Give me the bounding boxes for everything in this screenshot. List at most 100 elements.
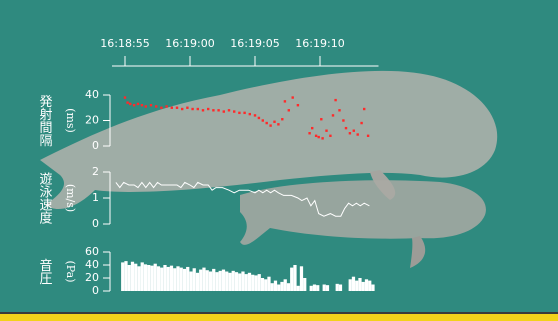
bar [199, 269, 203, 291]
bar [179, 267, 183, 291]
bar [296, 285, 300, 291]
bar [225, 271, 229, 291]
point [363, 107, 366, 111]
point [186, 106, 189, 109]
y-tick-label: 60 [85, 245, 99, 258]
point [320, 118, 323, 121]
point [366, 134, 370, 137]
bar [273, 280, 278, 291]
bar [309, 285, 313, 291]
bar [325, 285, 330, 291]
x-tick-label: 16:19:05 [230, 37, 279, 50]
point [160, 106, 163, 109]
bar [218, 270, 222, 291]
point [217, 109, 220, 112]
bar [358, 278, 362, 291]
point [348, 132, 352, 135]
bar [335, 283, 339, 291]
bar [351, 276, 356, 291]
bar [260, 278, 265, 291]
point [201, 109, 205, 112]
bar [182, 268, 187, 291]
bar [368, 280, 372, 291]
bar [173, 268, 177, 291]
point [175, 106, 179, 109]
point [338, 109, 341, 112]
bar [290, 267, 294, 291]
bar [195, 272, 200, 291]
point [123, 96, 127, 99]
bar [299, 266, 304, 291]
bar [150, 265, 154, 291]
bar [205, 270, 209, 291]
x-tick-label: 16:18:55 [100, 37, 149, 50]
point [344, 126, 348, 130]
point [325, 129, 328, 132]
point [238, 111, 241, 115]
point [155, 105, 158, 108]
x-tick-label: 16:19:10 [295, 37, 344, 50]
point [265, 121, 268, 125]
bar [251, 274, 255, 291]
bar [127, 265, 131, 291]
y-axis-title: 遊泳速度 [37, 172, 53, 224]
bar [371, 284, 375, 291]
point [222, 110, 225, 113]
point [356, 133, 359, 136]
y-tick-label: 20 [85, 271, 99, 284]
bar [348, 279, 352, 291]
bar [355, 280, 359, 291]
point [308, 132, 311, 135]
bar [189, 271, 193, 291]
bar [254, 275, 258, 291]
point [196, 107, 199, 111]
point [243, 111, 246, 115]
bar [238, 273, 242, 291]
bar [244, 274, 248, 291]
bar [283, 279, 287, 291]
bar [338, 284, 343, 291]
point [129, 102, 132, 106]
bar [176, 266, 180, 291]
bar [247, 272, 252, 291]
point [317, 135, 320, 139]
point [149, 104, 153, 107]
point [283, 100, 287, 103]
y-tick-label: 2 [92, 165, 99, 178]
point [360, 121, 363, 125]
bar [293, 265, 297, 291]
bar [134, 263, 138, 291]
bar [156, 266, 161, 291]
bar [143, 264, 148, 291]
y-tick-label: 40 [85, 258, 99, 271]
point [253, 114, 257, 117]
point [352, 129, 355, 132]
y-tick-label: 0 [92, 284, 99, 297]
x-tick-label: 16:19:00 [165, 37, 214, 50]
point [132, 104, 136, 107]
y-tick-label: 1 [92, 191, 99, 204]
point [269, 124, 272, 127]
bar [280, 281, 284, 291]
bar [137, 266, 141, 291]
bar [316, 285, 320, 291]
point [311, 126, 314, 130]
bar [153, 263, 157, 291]
bar [147, 265, 151, 291]
point [181, 107, 184, 111]
point [165, 105, 168, 108]
point [207, 107, 210, 111]
bar [212, 268, 216, 291]
bar [160, 267, 164, 291]
bar [277, 284, 281, 291]
point [331, 114, 335, 117]
bar [221, 269, 226, 291]
bar [192, 268, 196, 291]
point [248, 112, 251, 116]
point [227, 109, 231, 112]
bar [228, 272, 232, 291]
point [329, 134, 332, 137]
